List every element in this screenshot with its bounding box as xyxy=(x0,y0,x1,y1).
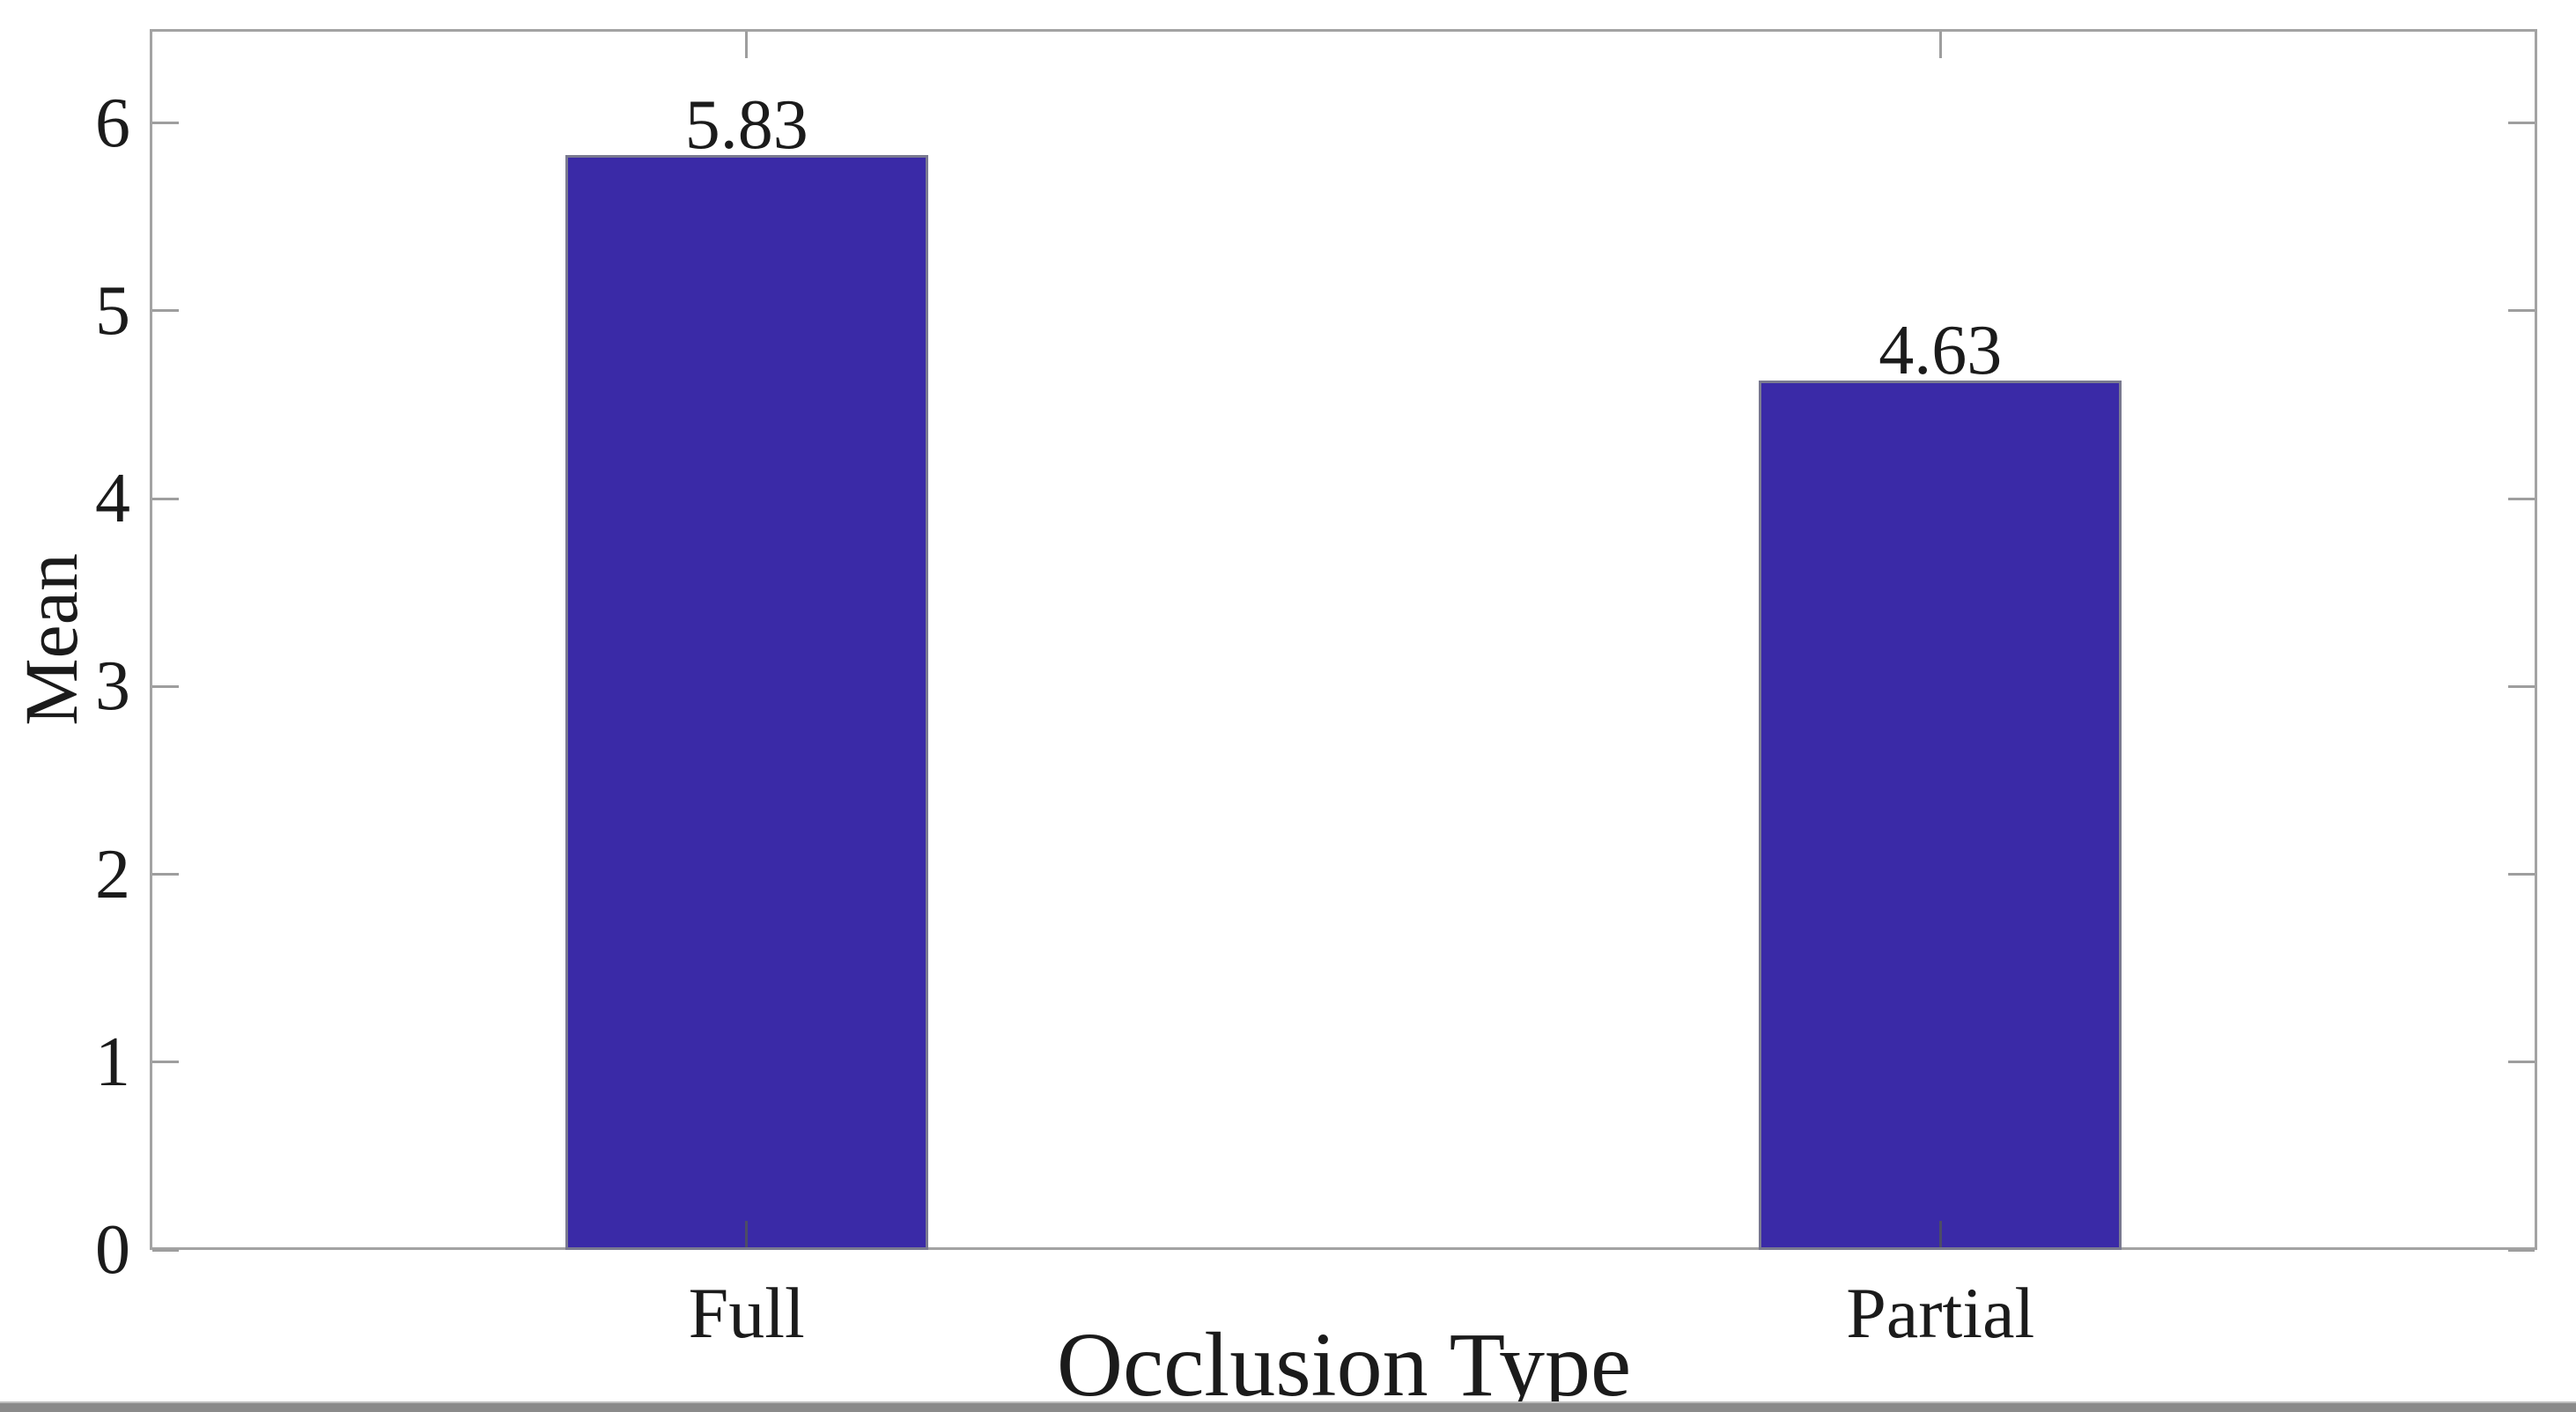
screenshot-bottom-border xyxy=(0,1401,2576,1412)
plot-area xyxy=(150,29,2537,1250)
x-tick-label-partial: Partial xyxy=(1846,1273,2035,1353)
y-tick-right xyxy=(2508,1061,2535,1064)
x-tick-top xyxy=(745,32,749,58)
y-tick-label: 5 xyxy=(95,271,130,350)
y-tick-label: 0 xyxy=(95,1211,130,1289)
x-tick-top xyxy=(1938,32,1942,58)
y-tick-left xyxy=(152,873,179,876)
y-tick-left xyxy=(152,1248,179,1252)
y-tick-left xyxy=(152,309,179,313)
bar-full xyxy=(565,154,928,1250)
y-axis-label: Mean xyxy=(9,553,93,726)
x-tick-bottom xyxy=(1938,1221,1942,1247)
y-tick-right xyxy=(2508,309,2535,313)
y-tick-right xyxy=(2508,684,2535,688)
x-tick-bottom xyxy=(745,1221,749,1247)
y-tick-right xyxy=(2508,873,2535,876)
bar-value-label: 5.83 xyxy=(684,85,808,164)
y-tick-label: 6 xyxy=(95,84,130,162)
y-tick-left xyxy=(152,684,179,688)
y-tick-right xyxy=(2508,497,2535,500)
y-tick-right xyxy=(2508,122,2535,125)
y-tick-left xyxy=(152,122,179,125)
bar-value-label: 4.63 xyxy=(1878,311,2003,389)
y-tick-left xyxy=(152,1061,179,1064)
y-tick-right xyxy=(2508,1248,2535,1252)
y-tick-label: 1 xyxy=(95,1023,130,1101)
x-axis-label: Occlusion Type xyxy=(1056,1314,1632,1412)
y-tick-label: 4 xyxy=(95,460,130,538)
x-tick-label-full: Full xyxy=(688,1273,805,1353)
y-tick-label: 3 xyxy=(95,647,130,726)
y-tick-label: 2 xyxy=(95,835,130,913)
bar-partial xyxy=(1759,380,2122,1250)
y-tick-left xyxy=(152,497,179,500)
